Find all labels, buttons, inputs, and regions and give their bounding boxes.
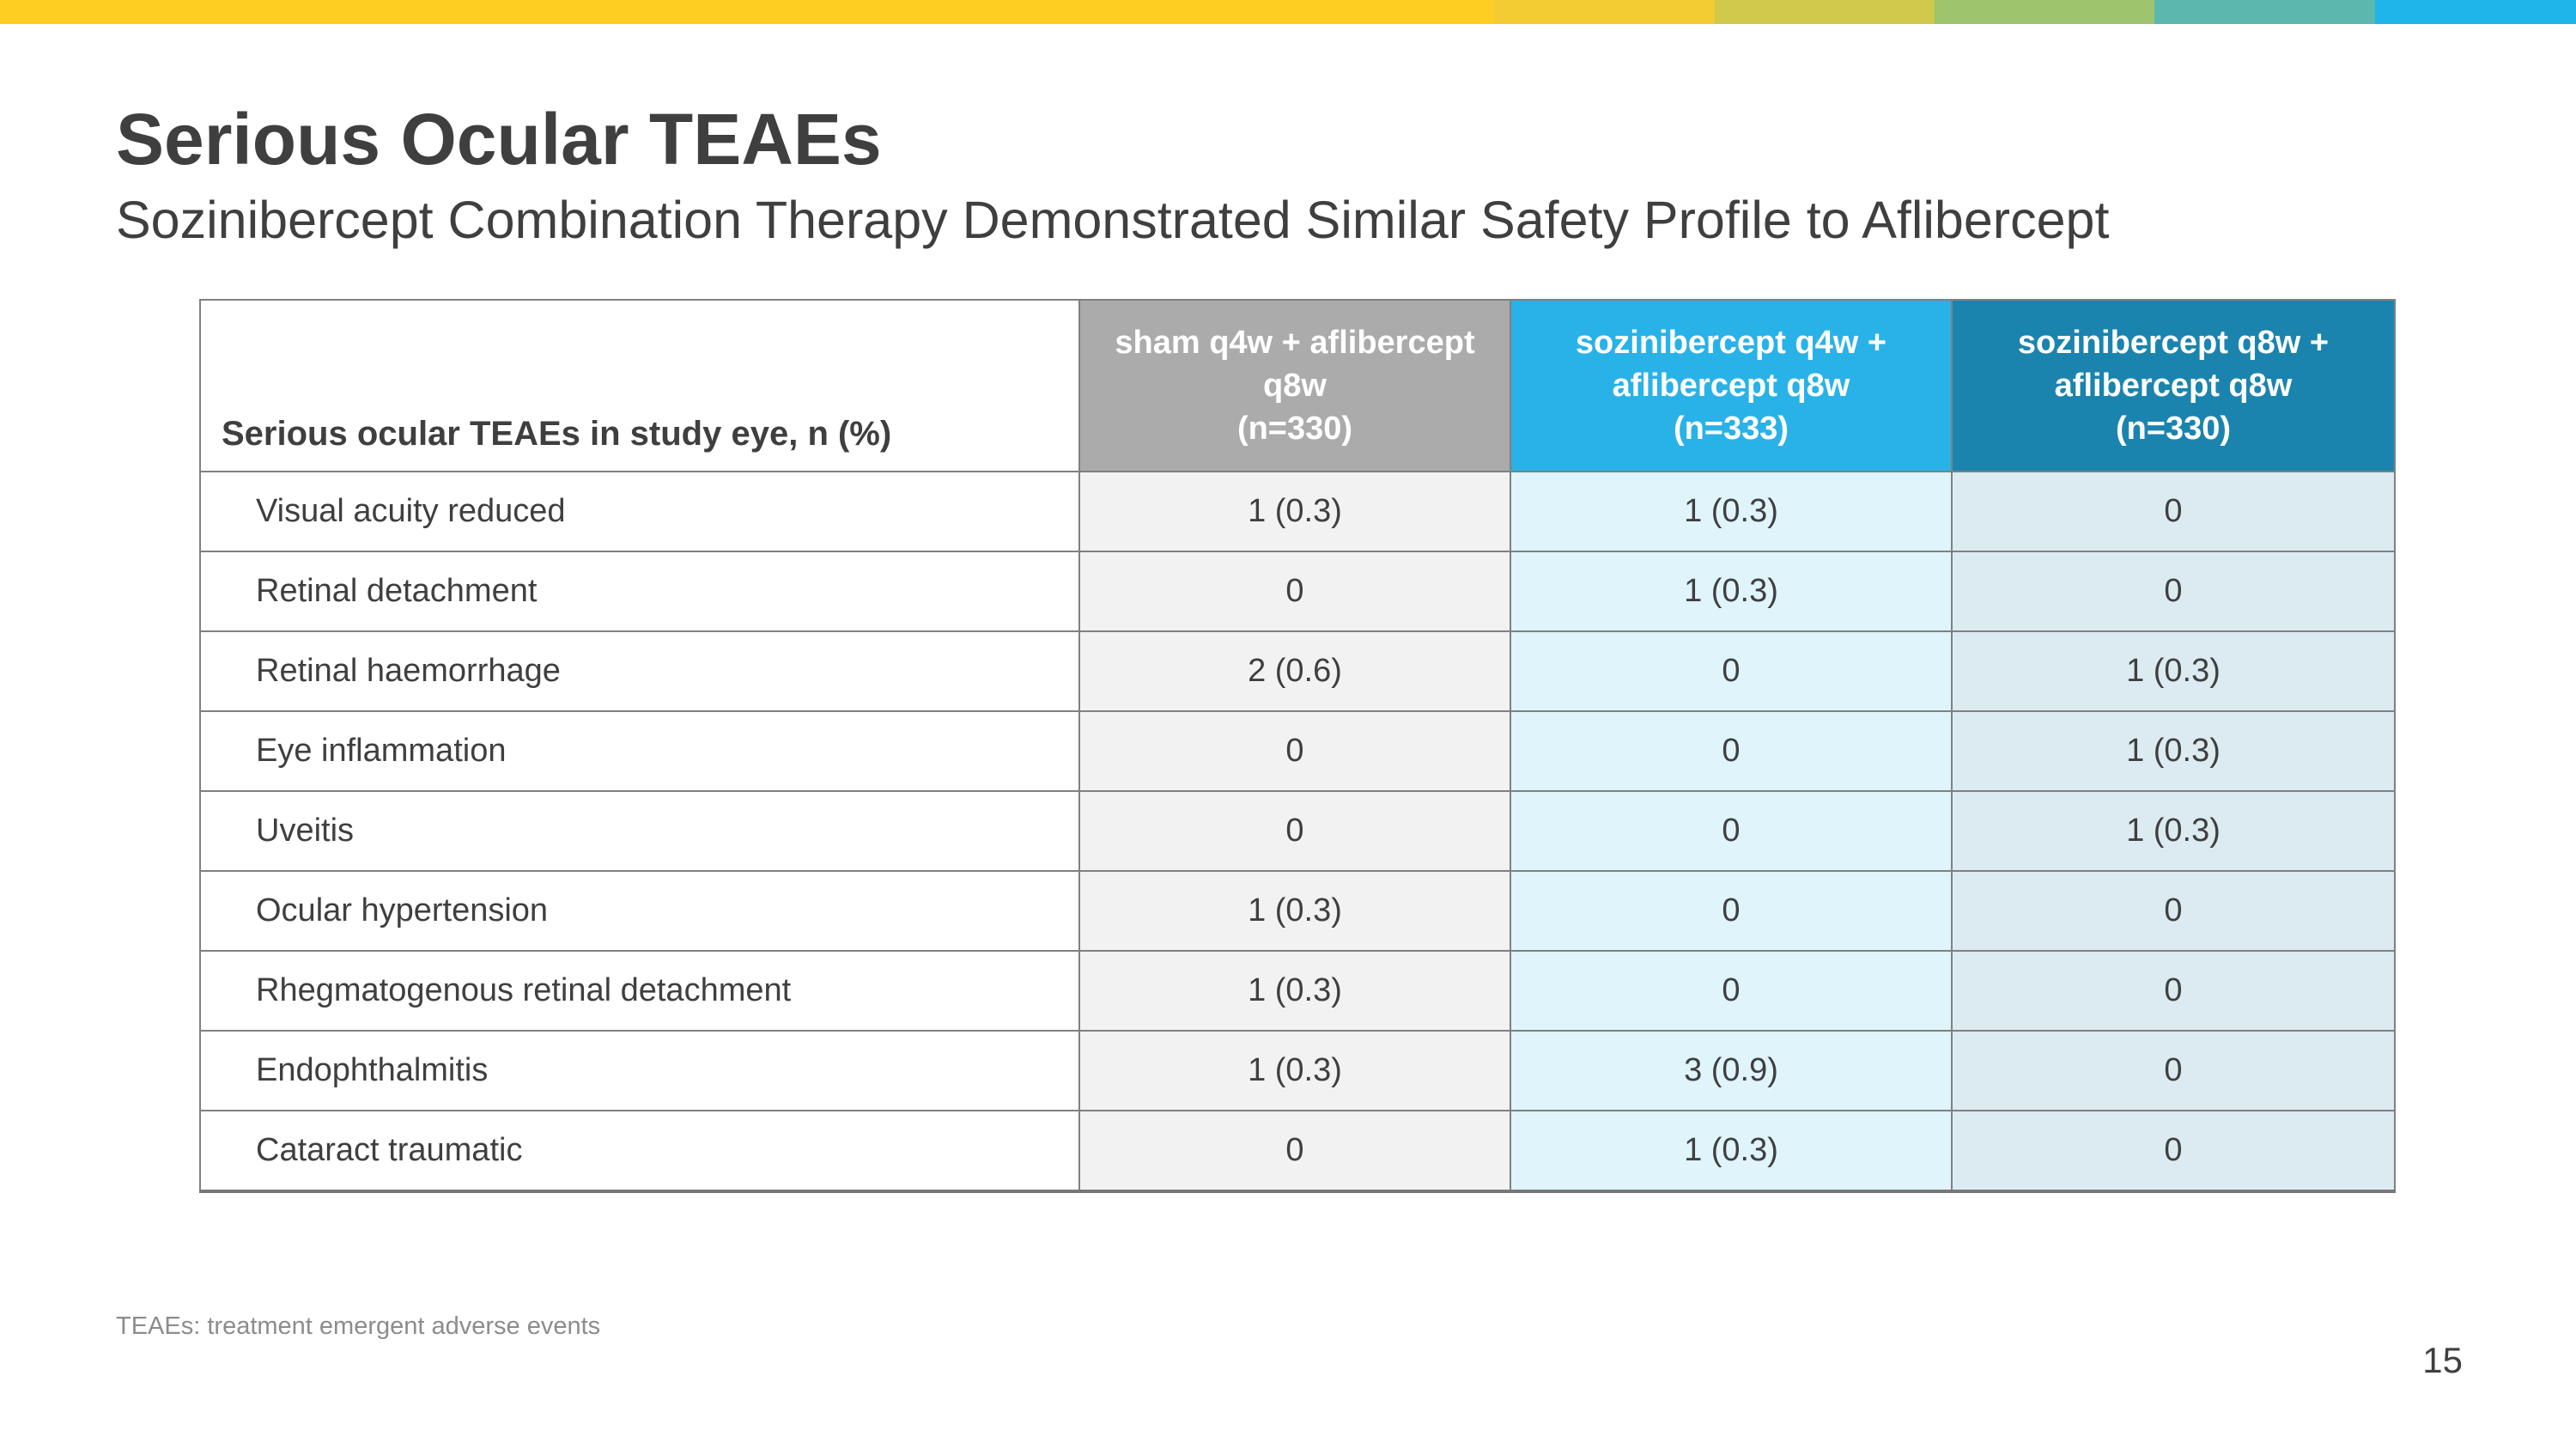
page-number: 15 <box>2422 1340 2463 1380</box>
value-cell-q8w: 0 <box>1951 551 2396 632</box>
column-header-line: sham q4w + aflibercept <box>1115 324 1475 361</box>
slide-subtitle: Sozinibercept Combination Therapy Demons… <box>116 190 2110 249</box>
table-row: Rhegmatogenous retinal detachment 1 (0.3… <box>199 950 2396 1032</box>
teae-label: Eye inflammation <box>199 710 1080 792</box>
column-header-line: aflibercept q8w <box>1612 367 1850 404</box>
value-cell-q4w: 0 <box>1510 630 1953 712</box>
value-cell-q4w: 3 (0.9) <box>1510 1030 1953 1111</box>
accent-segment-teal <box>2154 0 2375 24</box>
accent-segment-yellow <box>0 0 1494 24</box>
accent-segment-yellow-green <box>1715 0 1935 24</box>
value-cell-sham: 1 (0.3) <box>1078 870 1511 952</box>
value-cell-q8w: 0 <box>1951 1030 2396 1111</box>
value-cell-sham: 0 <box>1078 551 1511 632</box>
table-row: Uveitis 0 0 1 (0.3) <box>199 790 2396 872</box>
table-row: Ocular hypertension 1 (0.3) 0 0 <box>199 870 2396 952</box>
column-header-n-count: (n=330) <box>1236 411 1353 447</box>
column-header-sozinibercept-q8w: sozinibercept q8w + aflibercept q8w (n=3… <box>1951 299 2396 472</box>
value-cell-sham: 0 <box>1078 710 1511 792</box>
top-accent-bar <box>0 0 2576 24</box>
page-title: Serious Ocular TEAEs <box>116 99 882 180</box>
table-header-row: Serious ocular TEAEs in study eye, n (%)… <box>199 299 2396 472</box>
teae-label: Retinal haemorrhage <box>199 630 1080 712</box>
value-cell-q8w: 0 <box>1951 870 2396 952</box>
table-row: Visual acuity reduced 1 (0.3) 1 (0.3) 0 <box>199 471 2396 552</box>
table-row: Cataract traumatic 0 1 (0.3) 0 <box>199 1110 2396 1192</box>
value-cell-q4w: 0 <box>1510 870 1953 952</box>
value-cell-q4w: 1 (0.3) <box>1510 471 1953 552</box>
value-cell-q8w: 0 <box>1951 1110 2396 1192</box>
column-header-sham: sham q4w + aflibercept q8w (n=330) <box>1078 299 1511 472</box>
value-cell-q4w: 0 <box>1510 790 1953 872</box>
table-row-header-label: Serious ocular TEAEs in study eye, n (%) <box>199 299 1080 472</box>
value-cell-sham: 1 (0.3) <box>1078 471 1511 552</box>
value-cell-q8w: 0 <box>1951 950 2396 1032</box>
column-header-line: sozinibercept q8w + <box>2017 324 2330 361</box>
column-header-n-count: (n=330) <box>2115 411 2232 447</box>
value-cell-q8w: 1 (0.3) <box>1951 710 2396 792</box>
table-row: Endophthalmitis 1 (0.3) 3 (0.9) 0 <box>199 1030 2396 1111</box>
footnote: TEAEs: treatment emergent adverse events <box>116 1312 601 1340</box>
column-header-line: q8w <box>1263 367 1327 404</box>
accent-segment-blue <box>2375 0 2576 24</box>
teae-label: Retinal detachment <box>199 551 1080 632</box>
value-cell-q8w: 1 (0.3) <box>1951 790 2396 872</box>
accent-segment-yellow-2 <box>1494 0 1715 24</box>
value-cell-q4w: 1 (0.3) <box>1510 1110 1953 1192</box>
column-header-sozinibercept-q4w: sozinibercept q4w + aflibercept q8w (n=3… <box>1510 299 1953 472</box>
teae-label: Visual acuity reduced <box>199 471 1080 552</box>
column-header-line: aflibercept q8w <box>2054 367 2293 404</box>
value-cell-sham: 0 <box>1078 1110 1511 1192</box>
value-cell-q4w: 0 <box>1510 950 1953 1032</box>
table-row: Retinal detachment 0 1 (0.3) 0 <box>199 551 2396 632</box>
value-cell-q4w: 1 (0.3) <box>1510 551 1953 632</box>
column-header-line: sozinibercept q4w + <box>1575 324 1887 361</box>
value-cell-sham: 1 (0.3) <box>1078 1030 1511 1111</box>
table-row: Retinal haemorrhage 2 (0.6) 0 1 (0.3) <box>199 630 2396 712</box>
value-cell-q8w: 0 <box>1951 471 2396 552</box>
table-row: Eye inflammation 0 0 1 (0.3) <box>199 710 2396 792</box>
teae-label: Uveitis <box>199 790 1080 872</box>
teae-table: Serious ocular TEAEs in study eye, n (%)… <box>199 299 2396 1193</box>
value-cell-q8w: 1 (0.3) <box>1951 630 2396 712</box>
accent-segment-green <box>1935 0 2154 24</box>
teae-label: Rhegmatogenous retinal detachment <box>199 950 1080 1032</box>
teae-label: Endophthalmitis <box>199 1030 1080 1111</box>
column-header-n-count: (n=333) <box>1673 411 1789 447</box>
value-cell-q4w: 0 <box>1510 710 1953 792</box>
value-cell-sham: 0 <box>1078 790 1511 872</box>
teae-label: Cataract traumatic <box>199 1110 1080 1192</box>
value-cell-sham: 2 (0.6) <box>1078 630 1511 712</box>
value-cell-sham: 1 (0.3) <box>1078 950 1511 1032</box>
teae-label: Ocular hypertension <box>199 870 1080 952</box>
